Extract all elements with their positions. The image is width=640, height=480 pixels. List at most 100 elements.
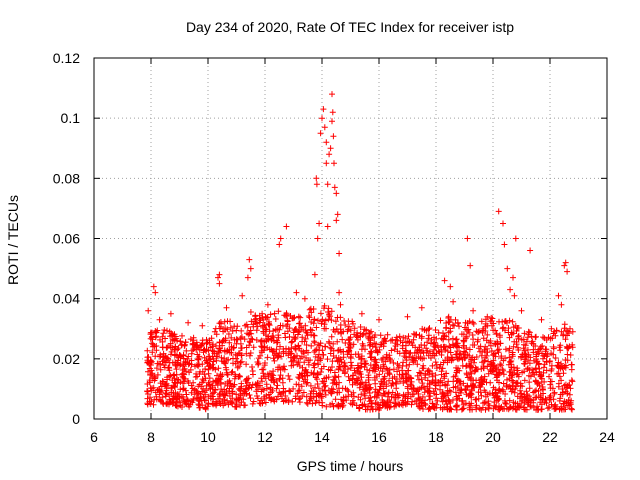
- data-point: [450, 397, 456, 403]
- data-point: [216, 271, 223, 278]
- data-point: [440, 394, 447, 401]
- data-point: [336, 250, 343, 257]
- data-point: [246, 330, 253, 337]
- data-point: [419, 325, 426, 332]
- data-point: [506, 334, 513, 341]
- data-point: [514, 325, 521, 331]
- data-point: [271, 357, 278, 364]
- data-point: [335, 347, 342, 354]
- data-point: [244, 274, 251, 281]
- data-point: [419, 380, 426, 387]
- data-point: [425, 367, 432, 374]
- data-point: [366, 390, 373, 396]
- data-point: [394, 348, 401, 355]
- data-point: [435, 379, 442, 385]
- data-point: [521, 391, 528, 398]
- data-point: [302, 376, 309, 383]
- data-point: [526, 385, 533, 392]
- data-point: [272, 316, 279, 322]
- data-point: [429, 370, 436, 377]
- data-point: [159, 394, 166, 401]
- data-point: [354, 336, 361, 343]
- data-point: [540, 369, 547, 376]
- data-point: [433, 401, 440, 408]
- data-point: [144, 357, 151, 364]
- data-point: [277, 235, 284, 242]
- data-point: [431, 390, 438, 397]
- data-point: [250, 398, 257, 405]
- data-point: [365, 374, 372, 381]
- data-point: [568, 366, 575, 373]
- data-point: [387, 399, 394, 406]
- data-point: [402, 347, 409, 354]
- data-point: [472, 404, 479, 411]
- data-point: [301, 295, 308, 302]
- data-point: [351, 367, 358, 374]
- data-point: [326, 313, 333, 320]
- data-point: [452, 403, 459, 409]
- data-point: [199, 379, 206, 386]
- data-point: [416, 376, 422, 383]
- data-point: [322, 391, 329, 398]
- data-point: [302, 322, 309, 329]
- data-point: [393, 334, 400, 341]
- data-point: [262, 399, 269, 406]
- data-point: [521, 330, 528, 337]
- data-point: [366, 350, 373, 357]
- data-point: [354, 380, 361, 387]
- data-point: [345, 388, 352, 395]
- data-point: [232, 351, 239, 358]
- data-point: [327, 145, 334, 152]
- data-point: [180, 385, 187, 392]
- data-point: [324, 356, 331, 363]
- data-point: [347, 359, 354, 366]
- data-point: [209, 384, 216, 391]
- data-point: [526, 379, 533, 386]
- data-point: [479, 359, 486, 366]
- data-point: [320, 106, 327, 113]
- data-point: [167, 310, 174, 317]
- data-point: [383, 354, 390, 360]
- data-point: [335, 385, 342, 392]
- data-point: [403, 377, 410, 384]
- data-point: [205, 379, 212, 386]
- data-point: [548, 362, 555, 369]
- data-point: [295, 388, 302, 394]
- data-point: [283, 397, 290, 404]
- data-point: [373, 373, 380, 380]
- data-point: [273, 339, 280, 346]
- data-point: [225, 331, 232, 337]
- data-point: [149, 349, 156, 356]
- data-point: [517, 403, 524, 410]
- data-point: [290, 329, 297, 336]
- data-point: [434, 397, 441, 404]
- data-point: [463, 371, 470, 378]
- data-point: [239, 292, 246, 299]
- data-point: [487, 379, 494, 386]
- data-point: [564, 332, 570, 339]
- data-point: [186, 403, 193, 410]
- data-point: [349, 376, 356, 383]
- data-point: [532, 343, 539, 349]
- data-point: [161, 327, 168, 333]
- data-point: [313, 324, 320, 331]
- data-point: [405, 333, 412, 340]
- data-point: [449, 321, 456, 328]
- data-point: [276, 389, 283, 396]
- data-point: [459, 362, 466, 369]
- data-point: [229, 388, 236, 395]
- data-point: [369, 406, 376, 413]
- data-point: [439, 379, 446, 386]
- data-point: [376, 316, 382, 323]
- data-point: [247, 395, 254, 402]
- data-point: [462, 387, 469, 393]
- data-point: [505, 329, 512, 336]
- data-point: [429, 362, 436, 369]
- data-point: [307, 390, 314, 397]
- data-point: [319, 318, 325, 325]
- data-point: [203, 382, 210, 389]
- data-point: [335, 403, 342, 410]
- data-point: [567, 399, 574, 406]
- data-point: [466, 346, 473, 353]
- data-point: [382, 338, 389, 345]
